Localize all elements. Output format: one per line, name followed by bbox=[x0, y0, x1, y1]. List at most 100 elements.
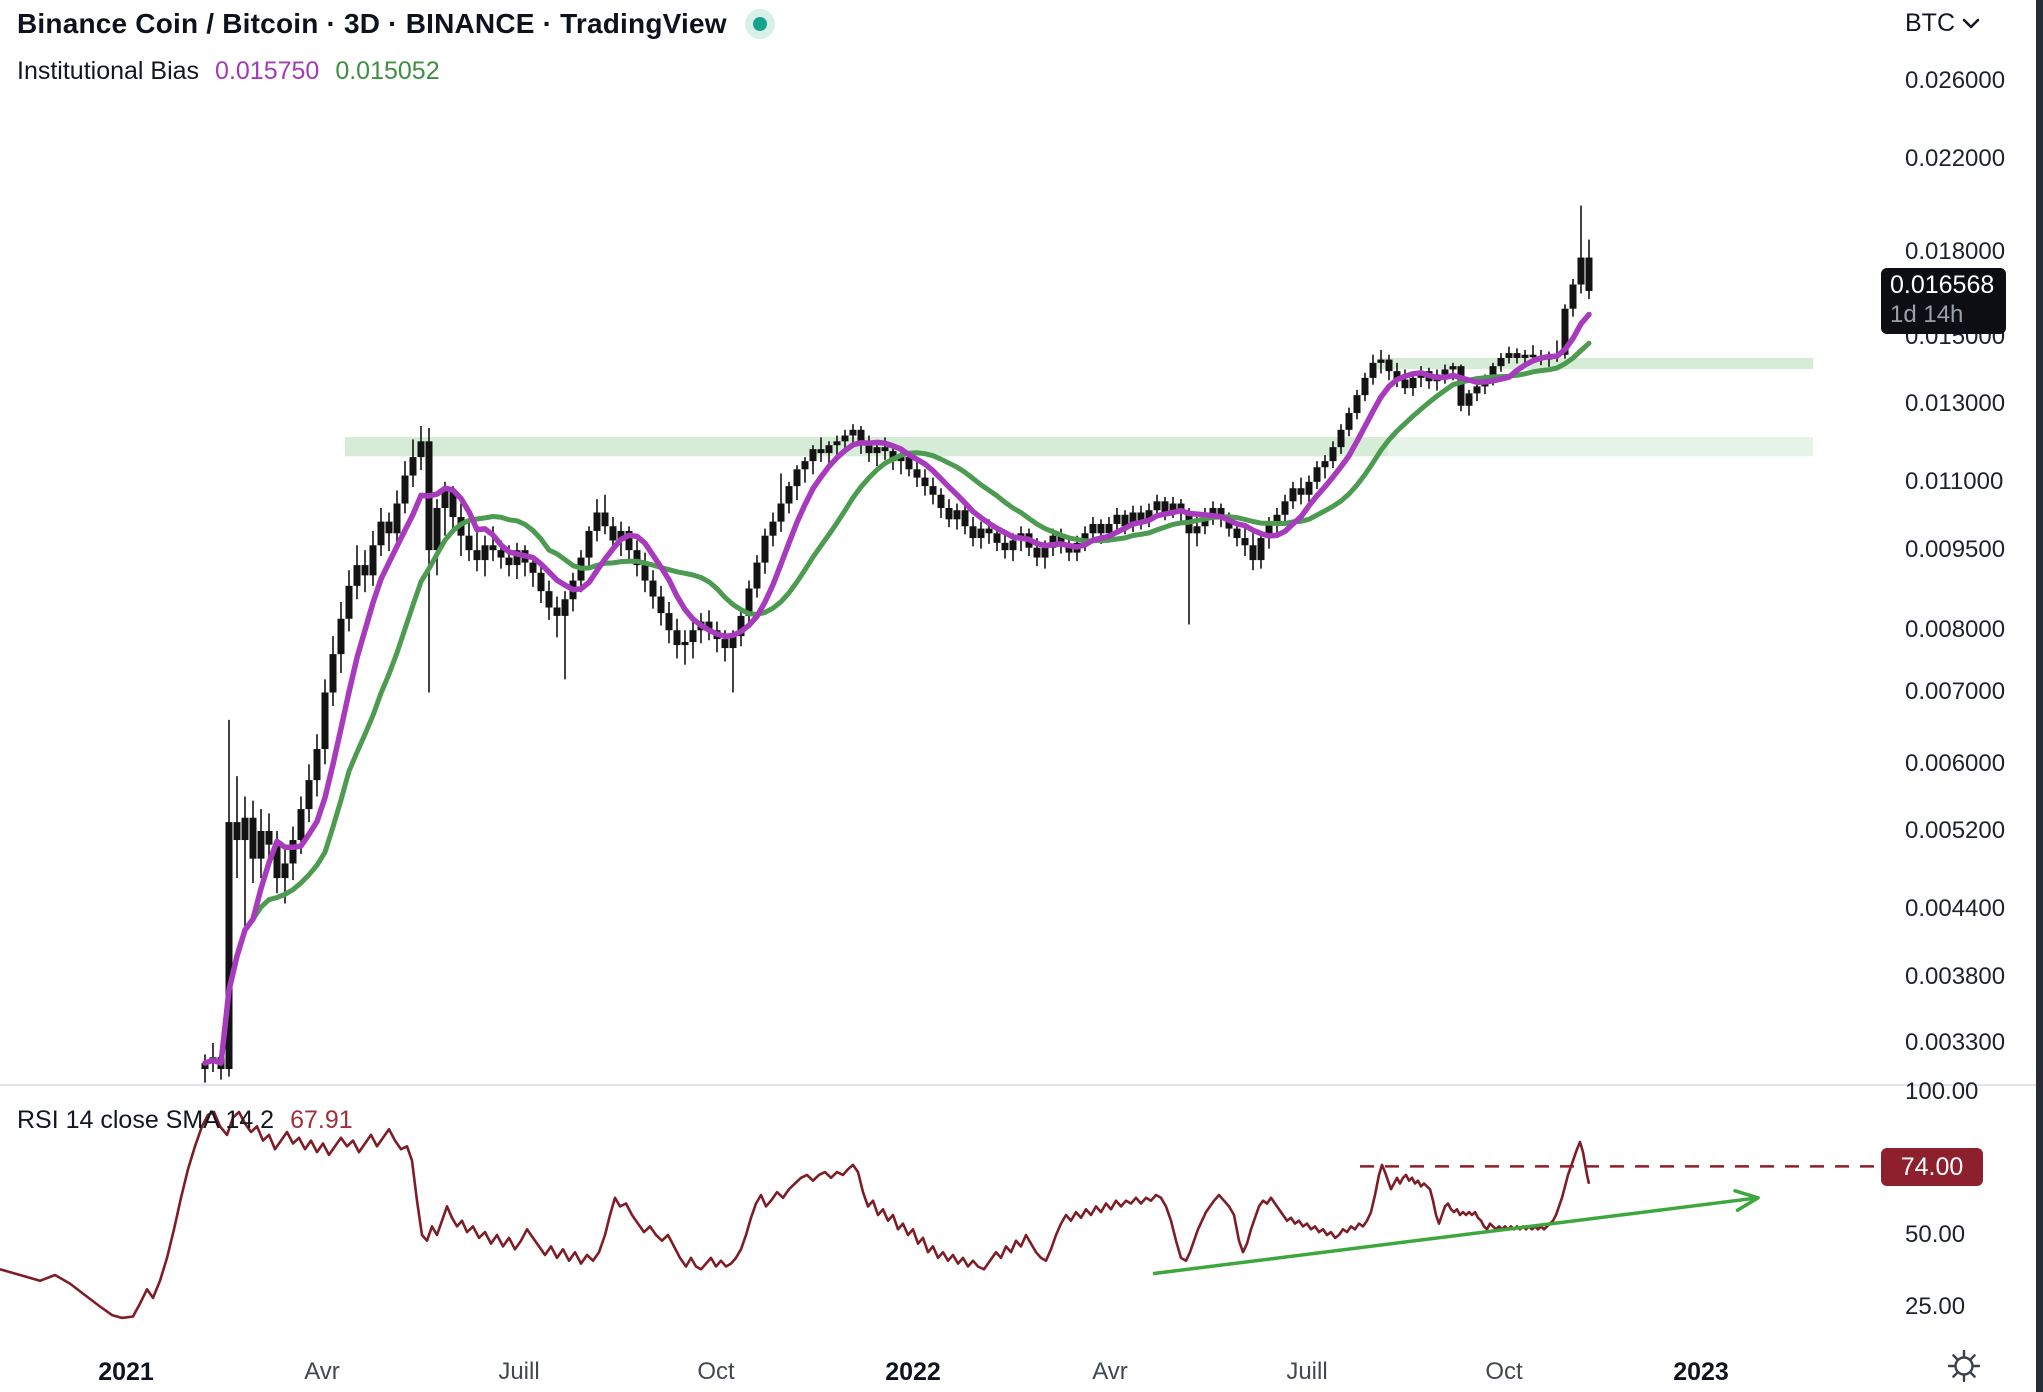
price-axis-label[interactable]: 0.022000 bbox=[1905, 144, 2006, 172]
candle-body bbox=[1193, 526, 1201, 534]
candle-body bbox=[873, 447, 881, 454]
candle-body bbox=[1577, 257, 1585, 285]
candle-body bbox=[1353, 395, 1361, 414]
rsi-trend-arrow bbox=[1152, 1196, 1759, 1276]
candle-body bbox=[1161, 501, 1169, 513]
candle-body bbox=[273, 844, 281, 879]
time-axis-year-label[interactable]: 2022 bbox=[885, 1358, 941, 1386]
time-axis-month-label[interactable]: Oct bbox=[697, 1358, 735, 1385]
price-scale-currency-button[interactable]: BTC bbox=[1905, 9, 1980, 38]
indicator-slow-value: 0.015052 bbox=[335, 57, 440, 85]
candle-body bbox=[345, 585, 353, 619]
candle-body bbox=[865, 445, 873, 454]
price-axis-label[interactable]: 0.003300 bbox=[1905, 1028, 2006, 1056]
rsi-axis-label[interactable]: 25.00 bbox=[1905, 1292, 1966, 1320]
candle-body bbox=[625, 530, 633, 551]
time-axis-year-label[interactable]: 2021 bbox=[98, 1358, 154, 1386]
candle-body bbox=[529, 562, 537, 573]
symbol-title[interactable]: Binance Coin / Bitcoin · 3D · BINANCE · … bbox=[17, 8, 727, 39]
last-price-value: 0.016568 bbox=[1890, 271, 1995, 299]
candle-body bbox=[249, 817, 257, 859]
price-axis-label[interactable]: 0.013000 bbox=[1905, 390, 2006, 417]
candle-body bbox=[1113, 514, 1121, 524]
candle-body bbox=[793, 469, 801, 487]
candle-body bbox=[985, 528, 993, 534]
price-axis-label[interactable]: 0.009500 bbox=[1905, 536, 2006, 564]
price-axis-label[interactable]: 0.018000 bbox=[1905, 238, 2006, 266]
rsi-level-badge: 74.00 bbox=[1881, 1148, 1983, 1186]
candle-body bbox=[1473, 386, 1481, 394]
candle-body bbox=[1041, 547, 1049, 558]
candle-body bbox=[641, 565, 649, 581]
price-axis-label[interactable]: 0.004400 bbox=[1905, 894, 2006, 922]
candle-body bbox=[1257, 538, 1265, 561]
candle-body bbox=[329, 654, 337, 693]
candle-body bbox=[961, 510, 969, 527]
window-edge-scrollbar[interactable] bbox=[2036, 0, 2043, 1392]
rsi-current-value: 67.91 bbox=[290, 1106, 353, 1134]
indicator-name[interactable]: Institutional Bias bbox=[17, 57, 200, 85]
candle-body bbox=[609, 526, 617, 541]
symbol-title-row[interactable]: Binance Coin / Bitcoin · 3D · BINANCE · … bbox=[17, 8, 775, 40]
candle-body bbox=[289, 840, 297, 864]
price-axis-label[interactable]: 0.007000 bbox=[1905, 678, 2006, 706]
candle-body bbox=[201, 1063, 209, 1070]
time-axis-month-label[interactable]: Oct bbox=[1485, 1358, 1523, 1385]
candle-body bbox=[441, 490, 449, 508]
status-dot-icon bbox=[752, 17, 767, 31]
currency-label: BTC bbox=[1905, 9, 1955, 37]
candle-body bbox=[1057, 535, 1065, 546]
candle-body bbox=[721, 639, 729, 649]
time-axis-month-label[interactable]: Avr bbox=[304, 1358, 340, 1385]
candle-body bbox=[1105, 523, 1113, 534]
candle-body bbox=[1281, 501, 1289, 515]
time-axis-month-label[interactable]: Juill bbox=[498, 1358, 540, 1385]
rsi-axis-label[interactable]: 50.00 bbox=[1905, 1221, 1966, 1248]
candle-body bbox=[665, 613, 673, 631]
price-axis-label[interactable]: 0.008000 bbox=[1905, 616, 2006, 644]
candle-body bbox=[1249, 545, 1257, 561]
candle-body bbox=[481, 545, 489, 561]
time-axis-month-label[interactable]: Juill bbox=[1286, 1358, 1328, 1385]
candle-body bbox=[417, 441, 425, 458]
price-axis-label[interactable]: 0.006000 bbox=[1905, 750, 2006, 778]
time-axis-month-label[interactable]: Avr bbox=[1092, 1358, 1128, 1385]
market-status-indicator[interactable] bbox=[744, 9, 775, 39]
rsi-axis-label[interactable]: 100.00 bbox=[1905, 1078, 1979, 1105]
candle-body bbox=[977, 528, 985, 539]
candle-body bbox=[257, 830, 265, 859]
candle-body bbox=[585, 530, 593, 558]
rsi-indicator-name[interactable]: RSI 14 close SMA 14 2 bbox=[17, 1106, 275, 1134]
candle-body bbox=[785, 486, 793, 504]
candle-body bbox=[1361, 377, 1369, 396]
chevron-down-icon bbox=[1962, 18, 1980, 28]
candle-body bbox=[233, 822, 241, 841]
price-axis-label[interactable]: 0.005200 bbox=[1905, 816, 2006, 844]
rsi-legend-row[interactable]: RSI 14 close SMA 14 2 67.91 bbox=[17, 1106, 353, 1135]
candle-body bbox=[817, 449, 825, 454]
candle-body bbox=[913, 469, 921, 478]
candle-body bbox=[1225, 519, 1233, 529]
candle-body bbox=[969, 526, 977, 539]
candle-body bbox=[1313, 467, 1321, 482]
candle-body bbox=[1489, 366, 1497, 380]
candle-body bbox=[737, 615, 745, 637]
price-axis-label[interactable]: 0.011000 bbox=[1905, 467, 2004, 495]
settings-icon[interactable] bbox=[1944, 1346, 1984, 1386]
price-axis-label[interactable]: 0.003800 bbox=[1905, 963, 2006, 991]
candle-body bbox=[1089, 523, 1097, 534]
rsi-trend-arrowhead bbox=[1735, 1196, 1760, 1213]
candle-body bbox=[753, 562, 761, 589]
candle-body bbox=[1585, 257, 1593, 291]
candle-body bbox=[1097, 523, 1105, 534]
time-axis-year-label[interactable]: 2023 bbox=[1673, 1358, 1729, 1386]
price-axis-label[interactable]: 0.026000 bbox=[1905, 66, 2006, 94]
candle-body bbox=[1137, 512, 1145, 522]
candle-body bbox=[1409, 377, 1417, 389]
indicator-legend-row[interactable]: Institutional Bias 0.015750 0.015052 bbox=[17, 57, 440, 86]
candle-body bbox=[921, 477, 929, 487]
candle-body bbox=[1049, 535, 1057, 548]
candle-body bbox=[473, 550, 481, 561]
